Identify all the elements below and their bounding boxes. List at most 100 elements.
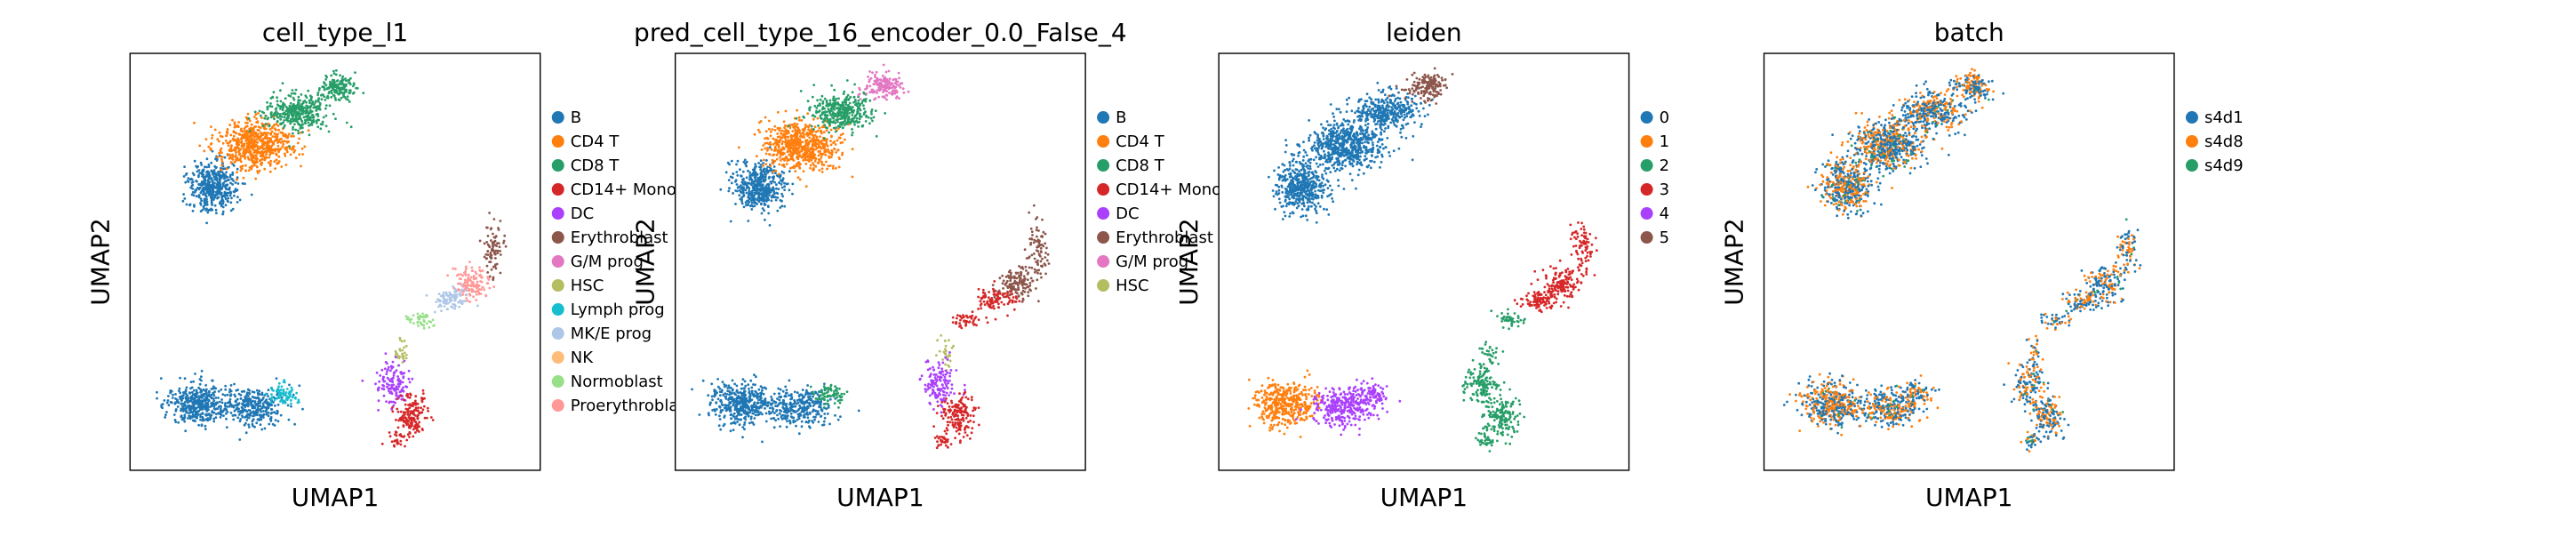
cell-point — [471, 269, 475, 272]
cell-point — [797, 165, 801, 168]
cell-point — [207, 393, 211, 397]
cell-point — [804, 124, 807, 126]
cell-point — [863, 111, 866, 115]
cell-point — [780, 186, 784, 189]
cell-point — [218, 181, 221, 185]
cell-point — [227, 200, 229, 204]
cell-point — [192, 173, 196, 177]
cell-point — [199, 202, 202, 204]
cell-point — [173, 402, 177, 405]
cell-point — [292, 134, 295, 138]
cell-point — [270, 130, 274, 133]
cell-point — [380, 368, 384, 372]
cell-point — [185, 406, 188, 409]
cell-point — [284, 105, 288, 108]
cell-point — [249, 400, 252, 404]
cell-point — [830, 151, 834, 155]
cell-point — [334, 85, 338, 89]
cell-point — [850, 118, 853, 122]
cell-point — [291, 132, 294, 135]
cell-point — [181, 407, 185, 410]
cell-point — [859, 115, 861, 118]
cell-point — [301, 153, 304, 156]
cell-point — [209, 416, 212, 419]
cell-point — [215, 407, 219, 411]
cell-point — [284, 381, 286, 384]
cell-point — [202, 388, 205, 391]
cell-point — [803, 136, 806, 139]
cell-point — [804, 147, 806, 150]
cell-point — [439, 300, 443, 302]
cell-point — [181, 410, 185, 413]
cell-point — [718, 405, 722, 409]
cell-point — [820, 147, 823, 150]
cell-point — [223, 195, 227, 198]
cell-point — [276, 387, 280, 390]
cell-point — [228, 178, 230, 181]
cell-point — [494, 263, 497, 266]
cell-point — [810, 151, 813, 155]
cell-point — [758, 131, 762, 134]
cell-point — [208, 173, 212, 176]
cell-point — [474, 291, 477, 293]
cell-point — [814, 157, 818, 161]
cell-point — [837, 97, 840, 100]
cell-point — [892, 92, 896, 95]
cell-point — [760, 202, 763, 205]
cell-point — [780, 129, 784, 132]
legend-label: MK/E prog — [571, 325, 652, 343]
cell-point — [852, 100, 855, 104]
cell-point — [273, 117, 276, 121]
cell-point — [756, 406, 758, 410]
cell-point — [764, 116, 767, 119]
cell-point — [192, 380, 196, 383]
cell-point — [200, 199, 204, 203]
cell-point — [471, 288, 475, 292]
cell-point — [257, 405, 260, 407]
cell-point — [827, 148, 829, 151]
cell-point — [795, 152, 798, 155]
cell-point — [834, 143, 837, 146]
cell-point — [498, 245, 501, 249]
cell-point — [789, 141, 792, 145]
cell-point — [211, 137, 213, 140]
cell-point — [322, 85, 325, 88]
cell-point — [258, 109, 261, 113]
cell-point — [409, 321, 412, 324]
cell-point — [769, 130, 772, 133]
cell-point — [347, 78, 350, 82]
cell-point — [858, 120, 860, 124]
cell-point — [264, 127, 268, 131]
cell-point — [798, 150, 801, 154]
cell-point — [825, 143, 828, 147]
cell-point — [486, 235, 490, 237]
cell-point — [340, 91, 344, 94]
cell-point — [797, 154, 800, 157]
cell-point — [292, 92, 296, 95]
cell-point — [188, 391, 191, 395]
cell-point — [497, 227, 500, 229]
cell-point — [268, 417, 272, 421]
cell-point — [297, 101, 300, 105]
cell-point — [342, 93, 345, 97]
cell-point — [276, 96, 278, 100]
cell-point — [210, 142, 213, 145]
cell-point — [420, 315, 423, 318]
cell-point — [289, 94, 292, 98]
cell-point — [830, 134, 833, 138]
cell-point — [490, 257, 492, 260]
cell-point — [402, 419, 405, 422]
cell-point — [479, 280, 482, 283]
cell-point — [238, 438, 242, 441]
cell-point — [399, 443, 403, 446]
cell-point — [377, 389, 380, 392]
cell-point — [298, 153, 301, 156]
cell-point — [200, 390, 204, 393]
cell-point — [220, 398, 224, 401]
cell-point — [828, 109, 830, 113]
cell-point — [310, 95, 313, 99]
cell-point — [851, 91, 854, 94]
cell-point — [496, 242, 499, 244]
cell-point — [748, 171, 752, 174]
cell-point — [845, 79, 849, 82]
